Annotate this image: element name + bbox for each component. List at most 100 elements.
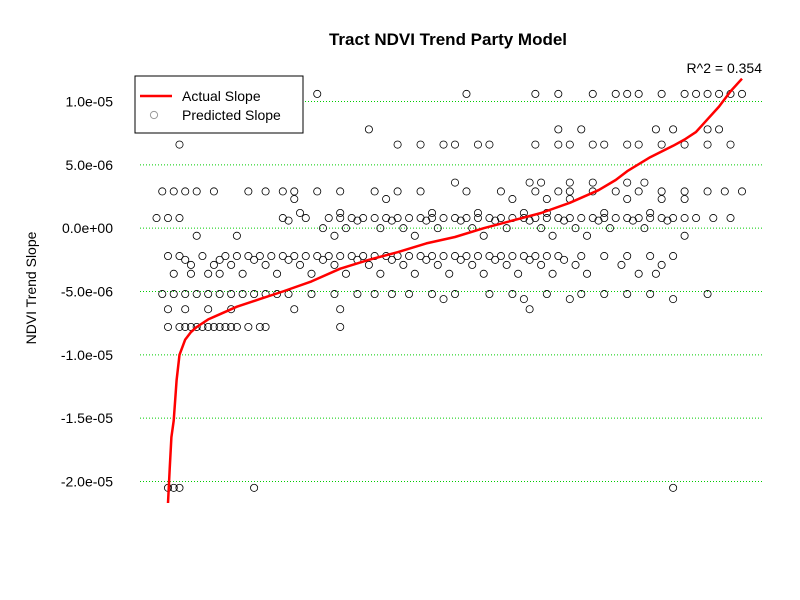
predicted-slope-point (278, 252, 287, 261)
predicted-slope-point (175, 483, 184, 492)
predicted-slope-point (577, 214, 586, 223)
y-tick-label: -1.0e-05 (61, 347, 113, 363)
predicted-slope-point (336, 187, 345, 196)
predicted-slope-point (209, 187, 218, 196)
predicted-slope-point (542, 214, 551, 223)
predicted-slope-point (537, 178, 546, 187)
predicted-slope-point (531, 187, 540, 196)
predicted-slope-point (341, 269, 350, 278)
predicted-slope-point (359, 252, 368, 261)
predicted-slope-point (439, 140, 448, 149)
predicted-slope-point (215, 290, 224, 299)
predicted-slope-point (692, 214, 701, 223)
predicted-slope-point (393, 140, 402, 149)
predicted-slope-point (318, 255, 327, 264)
predicted-slope-point (646, 214, 655, 223)
predicted-slope-point (560, 216, 569, 225)
predicted-slope-point (738, 89, 747, 98)
predicted-slope-point (290, 252, 299, 261)
predicted-slope-point (232, 322, 241, 331)
predicted-slope-point (680, 187, 689, 196)
predicted-slope-point (244, 187, 253, 196)
predicted-slope-point (600, 290, 609, 299)
predicted-slope-point (623, 214, 632, 223)
predicted-slope-point (554, 187, 563, 196)
predicted-slope-point (353, 290, 362, 299)
predicted-slope-point (181, 255, 190, 264)
predicted-slope-point (336, 214, 345, 223)
predicted-slope-point (491, 216, 500, 225)
predicted-slope-point (565, 214, 574, 223)
predicted-slope-point (399, 224, 408, 233)
predicted-slope-point (261, 322, 270, 331)
predicted-slope-point (605, 224, 614, 233)
predicted-slope-point (738, 187, 747, 196)
predicted-slope-point (479, 231, 488, 240)
predicted-slope-point (508, 195, 517, 204)
y-axis-label: NDVI Trend Slope (23, 231, 39, 344)
predicted-slope-point (554, 214, 563, 223)
predicted-slope-point (680, 140, 689, 149)
predicted-slope-point (318, 224, 327, 233)
predicted-slope-point (204, 269, 213, 278)
predicted-slope-point (646, 208, 655, 217)
predicted-slope-point (163, 214, 172, 223)
predicted-slope-point (531, 89, 540, 98)
predicted-slope-point (548, 231, 557, 240)
predicted-slope-point (726, 214, 735, 223)
predicted-slope-point (232, 231, 241, 240)
predicted-slope-point (537, 260, 546, 269)
predicted-slope-point (175, 140, 184, 149)
predicted-slope-point (577, 252, 586, 261)
predicted-slope-point (428, 290, 437, 299)
predicted-slope-point (548, 269, 557, 278)
predicted-slope-point (709, 214, 718, 223)
legend: Actual Slope Predicted Slope (134, 75, 304, 134)
predicted-slope-point (715, 89, 724, 98)
predicted-slope-point (473, 252, 482, 261)
predicted-slope-point (634, 214, 643, 223)
predicted-slope-point (611, 187, 620, 196)
predicted-slope-point (336, 208, 345, 217)
predicted-slope-point (359, 214, 368, 223)
predicted-slope-point (628, 216, 637, 225)
predicted-slope-point (433, 224, 442, 233)
predicted-slope-point (657, 195, 666, 204)
predicted-slope-point (439, 214, 448, 223)
r-squared-annotation: R^2 = 0.354 (687, 60, 763, 76)
predicted-slope-point (565, 187, 574, 196)
predicted-slope-point (554, 252, 563, 261)
predicted-slope-point (284, 216, 293, 225)
predicted-slope-point (364, 125, 373, 134)
predicted-slope-point (600, 214, 609, 223)
predicted-slope-point (571, 224, 580, 233)
predicted-slope-point (456, 216, 465, 225)
predicted-slope-point (428, 214, 437, 223)
predicted-slope-point (163, 322, 172, 331)
predicted-slope-point (169, 269, 178, 278)
predicted-slope-point (416, 252, 425, 261)
predicted-slope-point (703, 140, 712, 149)
predicted-slope-point (634, 140, 643, 149)
predicted-slope-point (364, 260, 373, 269)
predicted-slope-point (439, 252, 448, 261)
predicted-slope-point (468, 260, 477, 269)
predicted-slope-point (600, 208, 609, 217)
predicted-slope-point (192, 322, 201, 331)
predicted-slope-point (255, 252, 264, 261)
predicted-slope-point (313, 187, 322, 196)
predicted-slope-point (416, 187, 425, 196)
predicted-slope-point (347, 214, 356, 223)
predicted-slope-point (646, 290, 655, 299)
predicted-slope-point (560, 255, 569, 264)
predicted-slope-point (634, 89, 643, 98)
predicted-slope-point (450, 252, 459, 261)
predicted-slope-point (158, 187, 167, 196)
predicted-slope-point (450, 178, 459, 187)
predicted-slope-point (215, 269, 224, 278)
predicted-slope-point (657, 89, 666, 98)
predicted-slope-point (290, 195, 299, 204)
predicted-slope-point (623, 252, 632, 261)
predicted-slope-point (163, 252, 172, 261)
